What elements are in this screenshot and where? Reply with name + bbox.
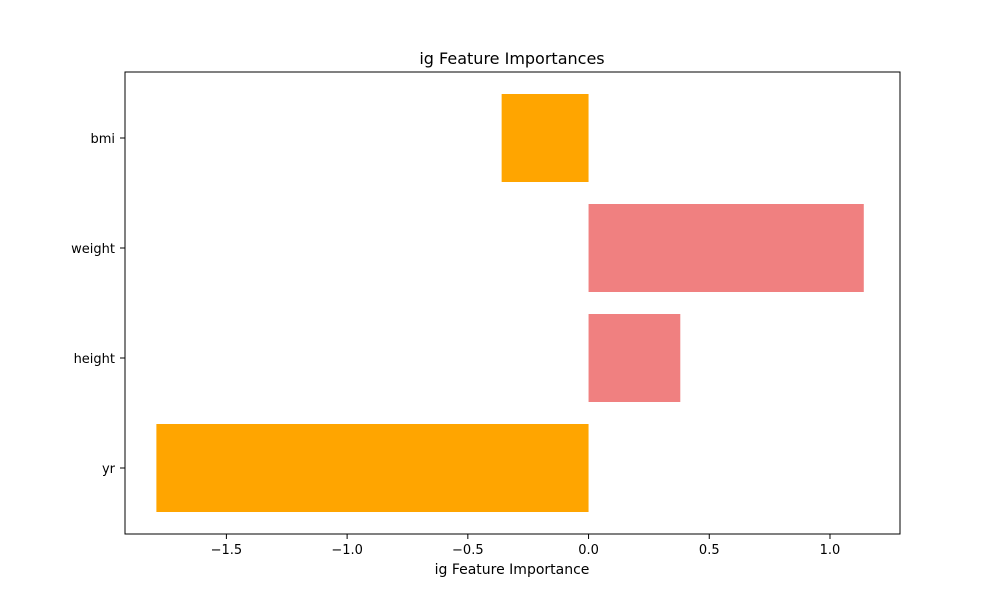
x-tick-label: −1.5: [211, 543, 243, 558]
x-axis-label: ig Feature Importance: [435, 562, 590, 578]
x-tick-label: −1.0: [331, 543, 363, 558]
x-tick-label: 1.0: [820, 543, 841, 558]
x-tick-label: 0.5: [699, 543, 720, 558]
bar-bmi: [501, 94, 589, 182]
x-axis-ticks: −1.5 −1.0 −0.5 0.0 0.5 1.0: [211, 534, 841, 558]
x-tick-label: −0.5: [452, 543, 484, 558]
y-tick-label: yr: [102, 462, 116, 477]
y-tick-label: height: [74, 352, 115, 367]
chart-title: ig Feature Importances: [419, 49, 604, 68]
bar-weight: [588, 204, 864, 292]
x-tick-label: 0.0: [578, 543, 599, 558]
bars-layer: [156, 94, 864, 512]
bar-yr: [156, 424, 589, 512]
y-axis-ticks: yr height weight bmi: [71, 132, 125, 477]
y-tick-label: weight: [71, 242, 115, 257]
bar-height: [588, 314, 681, 402]
plot-frame: [124, 71, 901, 535]
y-tick-label: bmi: [90, 132, 115, 147]
